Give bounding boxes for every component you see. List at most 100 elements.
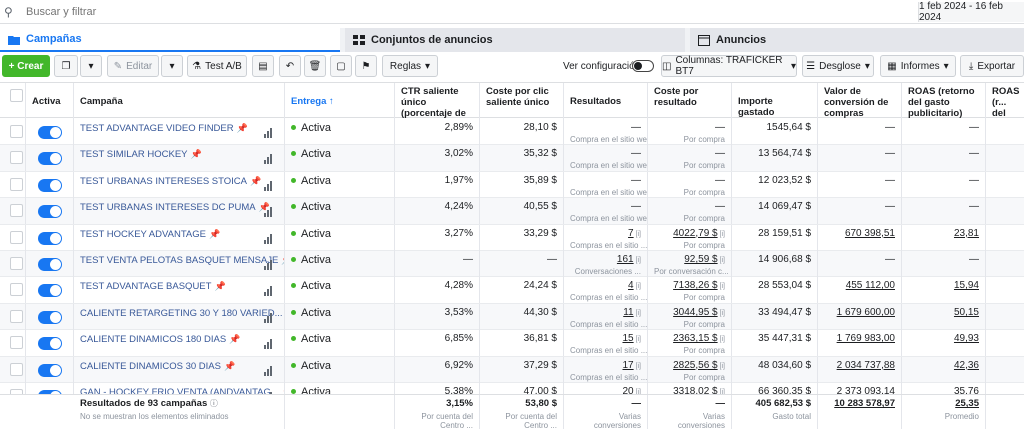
results-value[interactable]: 15	[622, 333, 634, 345]
campaign-toggle[interactable]	[37, 310, 62, 324]
export-button[interactable]: ⤓ Exportar	[960, 55, 1024, 77]
campaign-name-link[interactable]: TEST ADVANTAGE BASQUET	[80, 281, 212, 293]
header-delivery[interactable]: Entrega ↑	[285, 83, 395, 119]
table-row[interactable]: TEST ADVANTAGE VIDEO FINDER 📌 Activa 2,89% 2…	[0, 119, 1024, 146]
chart-icon[interactable]	[264, 312, 272, 323]
chart-icon[interactable]	[264, 180, 272, 191]
table-row[interactable]: TEST HOCKEY ADVANTAGE 📌 Activa 3,27% 33,29 $…	[0, 224, 1024, 251]
conv-value[interactable]: 1 679 600,00	[836, 306, 895, 318]
header-roas-2[interactable]: ROAS (r... del gas... publicita...	[986, 83, 1024, 119]
edit-button[interactable]: ✎ Editar	[107, 55, 159, 77]
campaign-name-link[interactable]: TEST ADVANTAGE VIDEO FINDER	[80, 123, 234, 134]
row-checkbox[interactable]	[10, 362, 23, 376]
reports-button[interactable]: ▦ Informes ▾	[880, 55, 956, 77]
row-checkbox[interactable]	[10, 204, 23, 218]
chart-icon[interactable]	[264, 260, 272, 270]
row-checkbox[interactable]	[10, 257, 23, 270]
campaign-name-link[interactable]: TEST VENTA PELOTAS BASQUET MENSAJE	[80, 255, 279, 266]
select-all-checkbox[interactable]	[10, 89, 23, 102]
duplicate-button[interactable]: ❐	[54, 55, 78, 77]
campaign-name-link[interactable]: CALIENTE RETARGETING 30 Y 180 VARIED...	[80, 307, 283, 319]
tab-adsets[interactable]: Conjuntos de anuncios	[345, 28, 685, 52]
results-value[interactable]: 4	[628, 280, 634, 292]
table-row[interactable]: TEST VENTA PELOTAS BASQUET MENSAJE📌 Activ…	[0, 251, 1024, 278]
row-checkbox[interactable]	[10, 177, 23, 191]
chart-icon[interactable]	[264, 233, 272, 244]
conv-value[interactable]: 455 112,00	[845, 280, 895, 292]
date-range-picker[interactable]: 1 feb 2024 - 16 feb 2024	[918, 1, 1024, 23]
campaign-toggle[interactable]	[37, 152, 62, 166]
header-conv-value[interactable]: Valor de conversión de compras	[818, 83, 902, 119]
campaign-toggle[interactable]	[37, 178, 62, 192]
roas-value[interactable]: 35,76	[953, 386, 979, 397]
view-config-toggle[interactable]	[632, 60, 654, 72]
edit-menu-button[interactable]: ▾	[161, 55, 183, 77]
tag-button[interactable]: ⚑	[355, 55, 377, 77]
tab-ads[interactable]: Anuncios	[690, 28, 1024, 52]
row-checkbox[interactable]	[10, 283, 23, 297]
campaign-name-link[interactable]: TEST SIMILAR HOCKEY	[80, 149, 188, 161]
chart-icon[interactable]	[264, 207, 272, 218]
campaign-toggle[interactable]	[37, 258, 62, 271]
results-value[interactable]: 7	[628, 227, 634, 239]
campaign-toggle[interactable]	[37, 363, 62, 377]
undo-button[interactable]: ↶	[279, 55, 301, 77]
conv-value[interactable]: 1 769 983,00	[836, 333, 895, 345]
table-row[interactable]: TEST URBANAS INTERESES STOICA 📌 Activa 1,97…	[0, 171, 1024, 199]
results-value[interactable]: 17	[622, 359, 634, 371]
cpr-value[interactable]: 7138,26 $	[673, 280, 718, 292]
ab-test-button[interactable]: ⚗ Test A/B	[187, 55, 247, 77]
delete-button[interactable]: 🗑	[304, 55, 326, 77]
table-row[interactable]: TEST SIMILAR HOCKEY 📌 Activa 3,02% 35,32 $ — C…	[0, 145, 1024, 172]
conv-value[interactable]: 670 398,51	[844, 227, 895, 239]
chart-icon[interactable]	[264, 339, 272, 350]
roas-value[interactable]: 15,94	[953, 280, 979, 292]
create-button[interactable]: + Crear	[2, 55, 50, 77]
roas-value[interactable]: 49,93	[953, 333, 979, 345]
header-results[interactable]: Resultados	[564, 83, 648, 119]
roas-value[interactable]: 23,81	[953, 227, 979, 239]
rules-button[interactable]: Reglas ▾	[382, 55, 438, 77]
header-cpc[interactable]: Coste por clic saliente único	[480, 83, 564, 119]
search-input[interactable]	[22, 5, 918, 18]
campaign-toggle[interactable]	[37, 231, 62, 245]
cpr-value[interactable]: 92,59 $	[684, 254, 718, 265]
cpr-value[interactable]: 2363,15 $	[673, 333, 718, 345]
preview-button[interactable]: ▢	[330, 55, 352, 77]
header-campaign[interactable]: Campaña	[74, 83, 285, 119]
cpr-value[interactable]: 3044,95 $	[673, 306, 718, 318]
row-checkbox[interactable]	[10, 125, 23, 138]
clipboard-button[interactable]: ▤	[252, 55, 274, 77]
row-checkbox[interactable]	[10, 230, 23, 244]
chart-icon[interactable]	[264, 128, 272, 138]
campaign-toggle[interactable]	[37, 337, 62, 351]
cpr-value[interactable]: 3318,02 $	[673, 386, 718, 397]
breakdown-button[interactable]: ☰ Desglose ▾	[802, 55, 874, 77]
header-cost-per-result[interactable]: Coste por resultado	[648, 83, 732, 119]
columns-button[interactable]: ◫ Columnas: TRAFICKER BT7 ▾	[661, 55, 797, 77]
header-roas[interactable]: ROAS (retorno del gasto publicitario) de…	[902, 83, 986, 119]
row-checkbox[interactable]	[10, 309, 23, 323]
chart-icon[interactable]	[264, 365, 272, 376]
conv-value[interactable]: 2 373 093,14	[836, 386, 895, 397]
campaign-toggle[interactable]	[37, 126, 62, 139]
campaign-toggle[interactable]	[37, 205, 62, 219]
results-value[interactable]: 11	[623, 306, 634, 318]
row-checkbox[interactable]	[10, 151, 23, 165]
footer-conv-value[interactable]: 10 283 578,97	[834, 398, 895, 409]
results-value[interactable]: 20	[622, 386, 634, 397]
footer-roas-value[interactable]: 25,35	[955, 398, 979, 409]
campaign-name-link[interactable]: TEST URBANAS INTERESES STOICA	[80, 175, 247, 187]
chart-icon[interactable]	[264, 154, 272, 165]
table-row[interactable]: CALIENTE DINAMICOS 180 DIAS 📌 Activa 6,85% 3…	[0, 330, 1024, 357]
roas-value[interactable]: 42,36	[953, 359, 979, 371]
row-checkbox[interactable]	[10, 336, 23, 350]
cpr-value[interactable]: 2825,56 $	[673, 359, 718, 371]
conv-value[interactable]: 2 034 737,88	[836, 359, 895, 371]
campaign-toggle[interactable]	[37, 284, 62, 298]
table-row[interactable]: TEST ADVANTAGE BASQUET 📌 Activa 4,28% 24,24 …	[0, 277, 1024, 304]
campaign-name-link[interactable]: GAN - HOCKEY FRIO VENTA (ANDVANTAG...	[80, 387, 279, 398]
tab-campaigns[interactable]: Campañas	[0, 28, 340, 52]
results-value[interactable]: 161	[616, 254, 634, 265]
